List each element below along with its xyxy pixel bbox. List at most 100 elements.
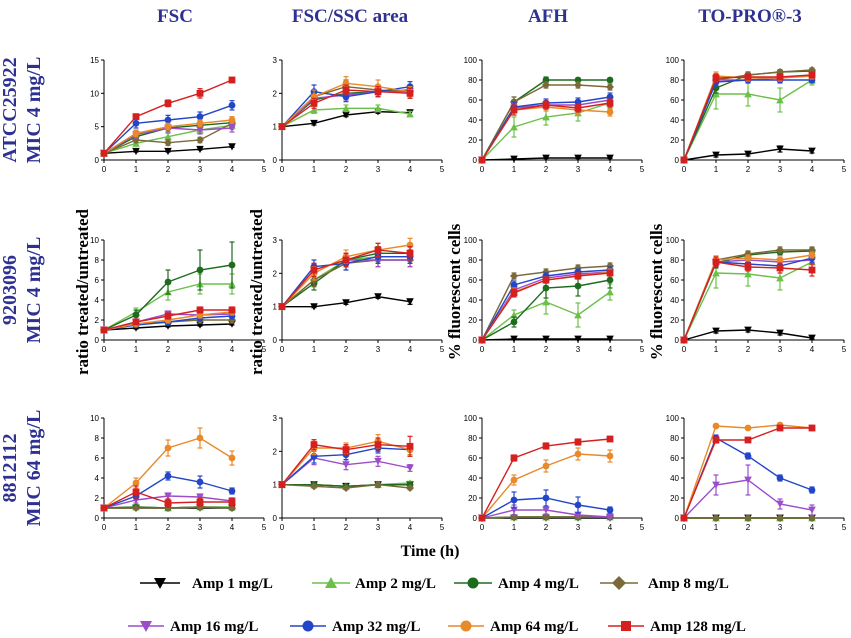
panel-r2-c2-series-amp-1-mg-l-point xyxy=(310,303,318,311)
panel-r1-c1-series-amp-32-mg-l-point xyxy=(196,113,204,121)
panel-r2-c4-y-tick-label: 80 xyxy=(670,256,679,265)
panel-r1-c4-series-amp-1-mg-l xyxy=(680,145,816,164)
panel-r1-c1-series-amp-8-mg-l-point xyxy=(196,136,204,144)
panel-r2-c4: 0 20 40 60 80 100 0 1 2 3 4 5 xyxy=(666,236,847,354)
panel-r1-c1-series-amp-128-mg-l-point xyxy=(228,76,236,84)
panel-r2-c2-x-tick-label: 5 xyxy=(440,345,445,354)
panel-r1-c2-series-amp-128-mg-l-point xyxy=(406,89,414,97)
panel-r1-c4-y-tick-label: 0 xyxy=(675,156,680,165)
panel-r1-c4-x-tick-label: 0 xyxy=(682,165,687,174)
row-title-1-line-1: ATCC25922 xyxy=(0,57,21,162)
panel-r1-c1-series-amp-64-mg-l-point xyxy=(228,116,236,124)
panel-r2-c2-series-amp-128-mg-l-point xyxy=(406,249,414,257)
panel-r3-c4-series-amp-16-mg-l-point xyxy=(808,506,816,514)
panel-r2-c4-y-tick-label: 20 xyxy=(670,316,679,325)
panel-r1-c1-series-amp-64-mg-l-point xyxy=(196,119,204,127)
panel-r3-c1-series-amp-64-mg-l-point xyxy=(132,479,140,487)
panel-r1-c1-series-amp-1-mg-l-point xyxy=(228,143,236,151)
panel-r1-c3-series-amp-1-mg-l xyxy=(478,154,614,164)
panel-r3-c3-series-amp-64-mg-l-point xyxy=(510,476,518,484)
panel-r3-c2-series-amp-128-mg-l-point xyxy=(374,441,382,449)
panel-r2-c3-y-tick-label: 40 xyxy=(468,296,477,305)
panel-r1-c3-x-tick-label: 5 xyxy=(640,165,645,174)
panel-r1-c1-x-tick-label: 0 xyxy=(102,165,107,174)
panel-r2-c1-series-amp-4-mg-l-point xyxy=(228,261,236,269)
panel-r1-c1-series-amp-32-mg-l-point xyxy=(164,116,172,124)
legend-label-amp-64: Amp 64 mg/L xyxy=(490,619,578,635)
panel-r1-c1-series-amp-16-mg-l-point xyxy=(196,126,204,134)
panel-r2-c2-series-amp-1-mg-l-point xyxy=(342,299,350,307)
panel-r3-c1-series-amp-128-mg-l-point xyxy=(132,488,140,496)
panel-r3-c1-x-tick-label: 2 xyxy=(166,523,171,532)
panel-r1-c4-x-tick-label: 1 xyxy=(714,165,719,174)
panel-r3-c3-series-amp-64-mg-l xyxy=(478,447,614,522)
panel-r2-c3-y-tick-label: 60 xyxy=(468,276,477,285)
panel-r2-c4-y-tick-label: 100 xyxy=(666,236,680,245)
panel-r3-c3-x-tick-label: 1 xyxy=(512,523,517,532)
panel-r1-c2-y-tick-label: 2 xyxy=(273,89,278,98)
panel-r2-c4-series-amp-128-mg-l-point xyxy=(808,266,816,274)
panel-r2-c2-series-amp-1-mg-l-point xyxy=(374,293,382,301)
panel-r2-c3-series-amp-1-mg-l-point xyxy=(510,335,518,343)
legend-marker-amp-64 xyxy=(460,620,472,632)
panel-r1-c1-y-tick-label: 10 xyxy=(90,89,99,98)
panel-r3-c3-series-amp-16-mg-l-point xyxy=(606,513,614,521)
panel-r2-c4-series-amp-2-mg-l-point xyxy=(744,270,752,278)
panel-r3-c3-x-tick-label: 0 xyxy=(480,523,485,532)
panel-r1-c1-series-amp-128-mg-l-point xyxy=(164,99,172,107)
panel-r2-c3-y-tick-label: 80 xyxy=(468,256,477,265)
panel-r1-c1-y-tick-label: 5 xyxy=(95,123,100,132)
panel-r1-c3-y-tick-label: 100 xyxy=(464,56,478,65)
panel-r2-c1-y-tick-label: 8 xyxy=(95,256,100,265)
legend-item-amp-2: Amp 2 mg/L xyxy=(312,576,436,592)
panel-r3-c2-series-amp-8-mg-l-point xyxy=(406,484,414,492)
panel-r3-c3-series-amp-32-mg-l-point xyxy=(574,501,582,509)
panel-r3-c2-x-tick-label: 4 xyxy=(408,523,413,532)
panel-r2-c4-y-tick-label: 40 xyxy=(670,296,679,305)
panel-r1-c1-series-amp-32-mg-l-point xyxy=(132,119,140,127)
panel-r2-c4-series-amp-1-mg-l xyxy=(680,326,816,344)
panel-r2-c4-series-amp-2-mg-l-point xyxy=(776,274,784,282)
panel-r2-c1-y-tick-label: 6 xyxy=(95,276,100,285)
panel-r2-c4-x-tick-label: 1 xyxy=(714,345,719,354)
panel-r3-c2-x-tick-label: 3 xyxy=(376,523,381,532)
panel-r3-c2-series-amp-128-mg-l-point xyxy=(278,481,286,489)
legend-label-amp-8: Amp 8 mg/L xyxy=(648,576,729,592)
panel-r1-c1-series-amp-1-mg-l xyxy=(100,143,236,158)
legend-marker-amp-4 xyxy=(467,577,479,589)
panel-r3-c4: 0 20 40 60 80 100 0 1 2 3 4 5 xyxy=(666,414,847,532)
row-title-2-line-1: 9203096 xyxy=(0,255,21,325)
panel-r1-c4-series-amp-1-mg-l-point xyxy=(744,150,752,158)
panel-r1-c3-x-tick-label: 1 xyxy=(512,165,517,174)
panel-r2-c3-y-tick-label: 20 xyxy=(468,316,477,325)
panel-r2-c4-series-amp-128-mg-l-point xyxy=(744,263,752,271)
panel-r1-c2-y-tick-label: 1 xyxy=(273,123,278,132)
panel-r1-c3-series-amp-1-mg-l-point xyxy=(574,154,582,162)
panel-r3-c3-y-tick-label: 20 xyxy=(468,494,477,503)
panel-r2-c2-y-tick-label: 2 xyxy=(273,269,278,278)
panel-r2-c3-y-tick-label: 0 xyxy=(473,336,478,345)
panel-r3-c4-x-tick-label: 3 xyxy=(778,523,783,532)
panel-r2-c4-x-tick-label: 5 xyxy=(842,345,847,354)
panel-r2-c3-series-amp-128-mg-l-point xyxy=(606,269,614,277)
panel-r3-c2: 0 1 2 3 0 1 2 3 4 5 xyxy=(273,414,445,532)
panel-r1-c2-series-amp-128-mg-l-point xyxy=(278,123,286,131)
panel-r1-c1-series-amp-128-mg-l xyxy=(100,76,236,157)
panel-r3-c3: 0 20 40 60 80 100 0 1 2 3 4 5 xyxy=(464,414,645,532)
panel-r3-c4-series-amp-16-mg-l xyxy=(680,464,816,522)
panel-r3-c1-series-amp-128-mg-l-point xyxy=(196,498,204,506)
panel-r1-c3-y-tick-label: 80 xyxy=(468,76,477,85)
panel-r3-c2-series-amp-128-mg-l-point xyxy=(310,441,318,449)
panel-r2-c2-series-amp-128-mg-l-point xyxy=(310,266,318,274)
panel-r3-c4-series-amp-64-mg-l-point xyxy=(712,422,720,430)
panel-r2-c3-series-amp-2-mg-l-point xyxy=(606,288,614,296)
panel-r2-c4-series-amp-64-mg-l-point xyxy=(808,251,816,259)
legend-label-amp-2: Amp 2 mg/L xyxy=(355,576,436,592)
panel-r2-c4-series-amp-64-mg-l-point xyxy=(776,256,784,264)
panel-r1-c1-series-amp-32-mg-l-point xyxy=(228,101,236,109)
panel-r1-c3-series-amp-8-mg-l-point xyxy=(542,81,550,89)
panel-r3-c4-y-tick-label: 20 xyxy=(670,494,679,503)
column-title-to-pro-3: TO-PRO®-3 xyxy=(698,6,802,27)
panel-r1-c4-y-tick-label: 100 xyxy=(666,56,680,65)
panel-r3-c2-series-amp-8-mg-l xyxy=(278,480,414,492)
